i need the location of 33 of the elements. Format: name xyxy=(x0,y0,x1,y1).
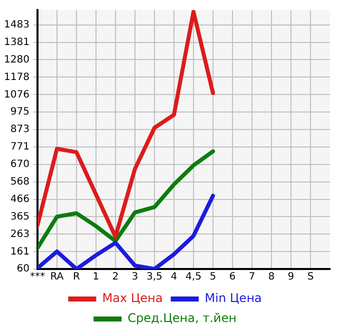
y-tick-label: 263 xyxy=(10,228,30,240)
x-tick-label: S xyxy=(307,272,314,283)
legend-label: Max Цена xyxy=(102,291,163,306)
x-tick-label: 1 xyxy=(92,272,100,283)
y-tick-label: 365 xyxy=(10,211,30,222)
x-tick-label: 4,5 xyxy=(186,272,202,283)
y-tick-label: 771 xyxy=(10,142,30,153)
y-tick-label: 568 xyxy=(10,176,30,188)
x-tick-label: 8 xyxy=(268,272,275,283)
y-tick-label: 60 xyxy=(16,264,30,275)
y-tick-label: 161 xyxy=(10,246,30,258)
y-tick-label: 1280 xyxy=(4,54,30,66)
legend-label: Min Цена xyxy=(204,291,262,306)
x-tick-label: 9 xyxy=(288,272,294,283)
x-tick-label: RA xyxy=(50,272,64,283)
x-tick-label: 3 xyxy=(132,272,138,283)
legend-label: Сред.Цена, т.йен xyxy=(128,311,236,326)
x-tick-label: 3,5 xyxy=(146,272,162,283)
x-tick-label: 5 xyxy=(210,272,216,283)
x-tick-label: 7 xyxy=(248,272,256,283)
y-tick-label: 1483 xyxy=(4,20,30,31)
y-tick-label: 873 xyxy=(10,124,30,136)
x-tick-label: 4 xyxy=(170,272,178,283)
y-tick-label: 466 xyxy=(10,194,30,205)
x-tick-label: *** xyxy=(30,272,45,283)
y-tick-label: 1076 xyxy=(4,89,30,100)
y-tick-label: 670 xyxy=(10,158,30,170)
x-tick-label: 2 xyxy=(112,272,119,283)
x-tick-label: R xyxy=(72,272,80,283)
y-tick-label: 1381 xyxy=(4,37,30,48)
y-tick-label: 1178 xyxy=(4,72,30,83)
x-tick-label: 6 xyxy=(229,272,236,283)
y-tick-label: 975 xyxy=(10,106,30,118)
